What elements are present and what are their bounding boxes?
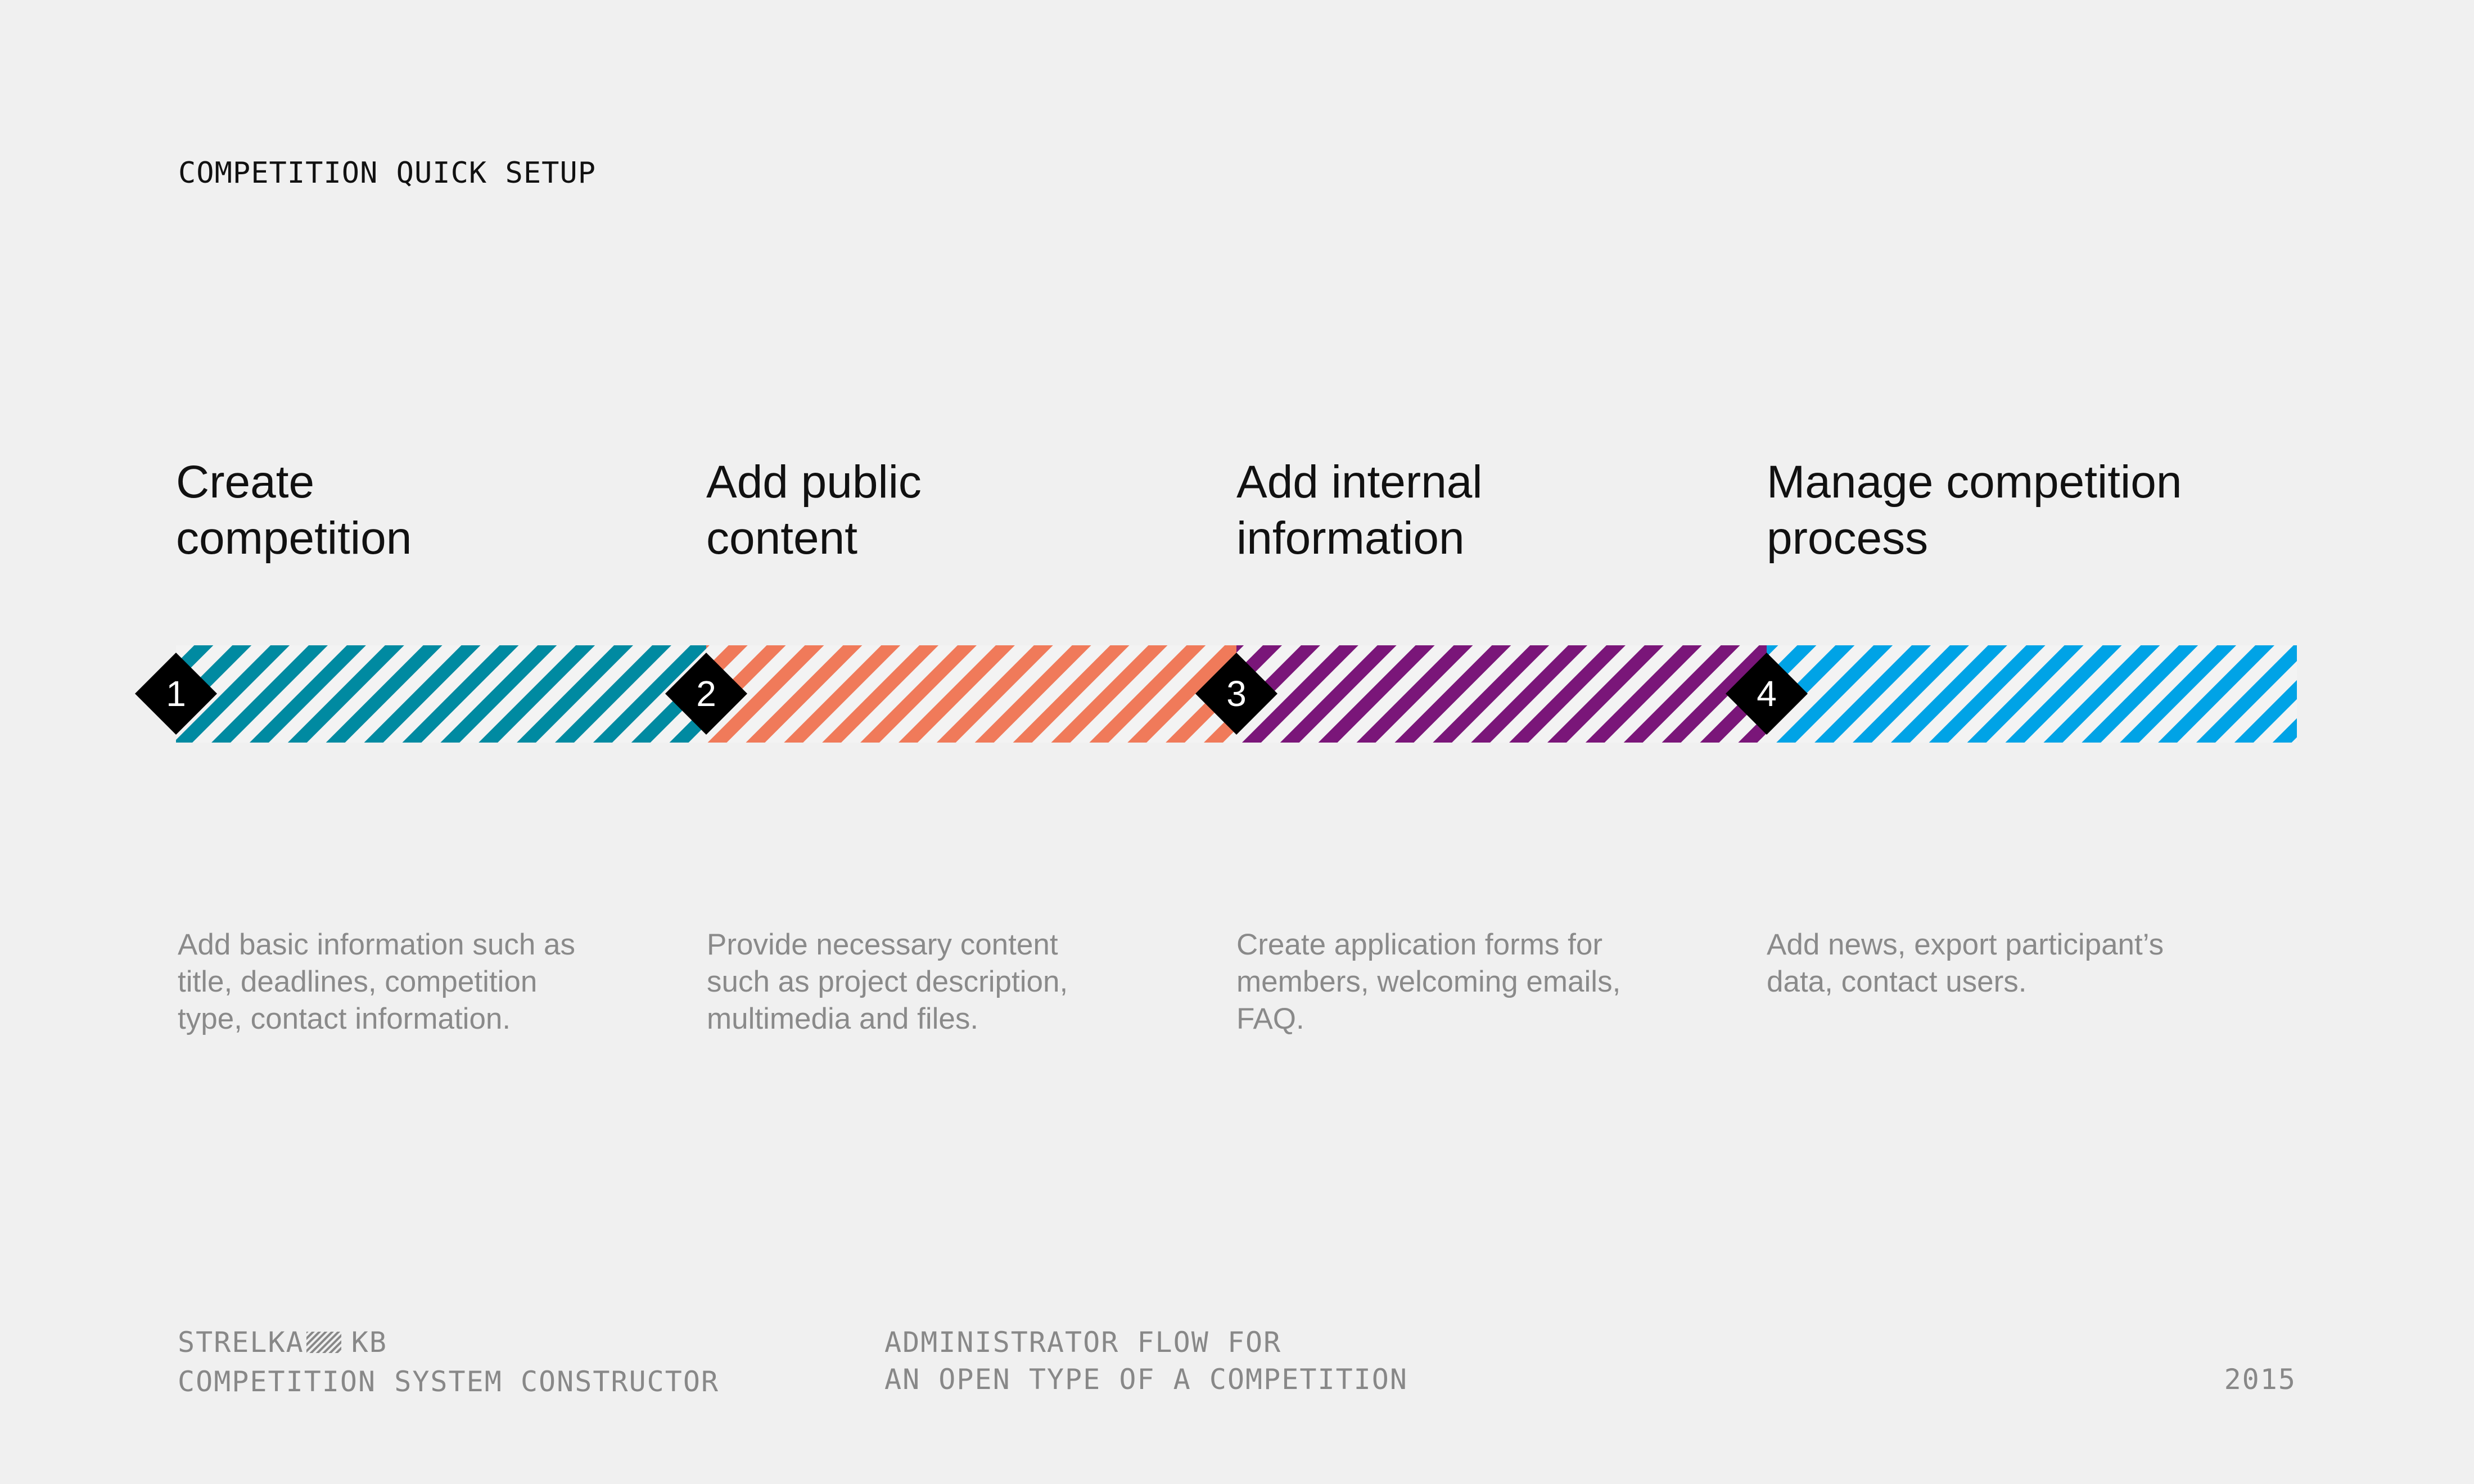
step-4-desc-line: Add news, export participant’s [1767, 928, 2164, 961]
step-4-marker: 4 [1726, 653, 1808, 735]
step-1-desc-line: Add basic information such as [178, 928, 576, 961]
step-2-title-line-1: Add public [706, 456, 922, 508]
footer-brand-block: STRELKA KB COMPETITION SYSTEM CONSTRUCTOR [178, 1324, 719, 1400]
step-2-stripe-segment [706, 645, 1236, 743]
step-3-stripe-segment [1236, 645, 1767, 743]
step-1-title-line-2: competition [176, 513, 412, 564]
step-4-diamond [1726, 653, 1808, 735]
step-4-title: Manage competition process [1767, 454, 2261, 567]
step-2-diamond [665, 653, 747, 735]
step-4-desc-line: data, contact users. [1767, 965, 2027, 998]
step-2-title: Add public content [706, 454, 1201, 567]
step-3-title-line-2: information [1236, 513, 1465, 564]
step-1-desc-line: type, contact information. [178, 1002, 511, 1035]
step-2-marker: 2 [665, 653, 747, 735]
step-3-marker: 3 [1195, 653, 1277, 735]
step-3-diamond [1195, 653, 1277, 735]
step-3-description: Create application forms for members, we… [1236, 926, 1731, 1038]
strelka-logo-icon [306, 1326, 341, 1363]
step-progress-bar: 1 2 3 4 [135, 645, 2297, 743]
step-2-title-line-2: content [706, 513, 857, 564]
step-2-description: Provide necessary content such as projec… [707, 926, 1202, 1038]
step-3-title-line-1: Add internal [1236, 456, 1483, 508]
footer-flow-line-2: AN OPEN TYPE OF A COMPETITION [884, 1363, 1408, 1396]
step-4-description: Add news, export participant’s data, con… [1767, 926, 2261, 1001]
step-4-stripe-segment [1767, 645, 2297, 743]
step-2-desc-line: Provide necessary content [707, 928, 1058, 961]
step-1-marker: 1 [135, 653, 217, 735]
step-1-number: 1 [166, 673, 186, 714]
step-3-desc-line: Create application forms for [1236, 928, 1603, 961]
step-1-description: Add basic information such as title, dea… [178, 926, 672, 1038]
footer-product-name: COMPETITION SYSTEM CONSTRUCTOR [178, 1365, 720, 1398]
footer-flow-description: ADMINISTRATOR FLOW FOR AN OPEN TYPE OF A… [884, 1324, 1408, 1398]
step-2-number: 2 [696, 673, 716, 714]
footer-brand-line: STRELKA KB [178, 1324, 719, 1363]
footer-brand-right: KB [351, 1326, 387, 1359]
step-1-stripe-segment [176, 645, 706, 743]
step-1-title: Create competition [176, 454, 671, 567]
footer-flow-line-1: ADMINISTRATOR FLOW FOR [884, 1326, 1282, 1359]
step-3-desc-line: FAQ. [1236, 1002, 1304, 1035]
step-3-desc-line: members, welcoming emails, [1236, 965, 1621, 998]
step-3-number: 3 [1226, 673, 1247, 714]
step-4-title-line-1: Manage competition [1767, 456, 2182, 508]
footer-year: 2015 [2224, 1363, 2296, 1396]
step-2-desc-line: such as project description, [707, 965, 1068, 998]
footer-brand-left: STRELKA [178, 1326, 304, 1359]
step-1-desc-line: title, deadlines, competition [178, 965, 538, 998]
step-3-title: Add internal information [1236, 454, 1731, 567]
step-4-number: 4 [1757, 673, 1777, 714]
step-1-diamond [135, 653, 217, 735]
page-title: COMPETITION QUICK SETUP [178, 156, 597, 190]
step-4-title-line-2: process [1767, 513, 1929, 564]
step-2-desc-line: multimedia and files. [707, 1002, 979, 1035]
step-1-title-line-1: Create [176, 456, 315, 508]
